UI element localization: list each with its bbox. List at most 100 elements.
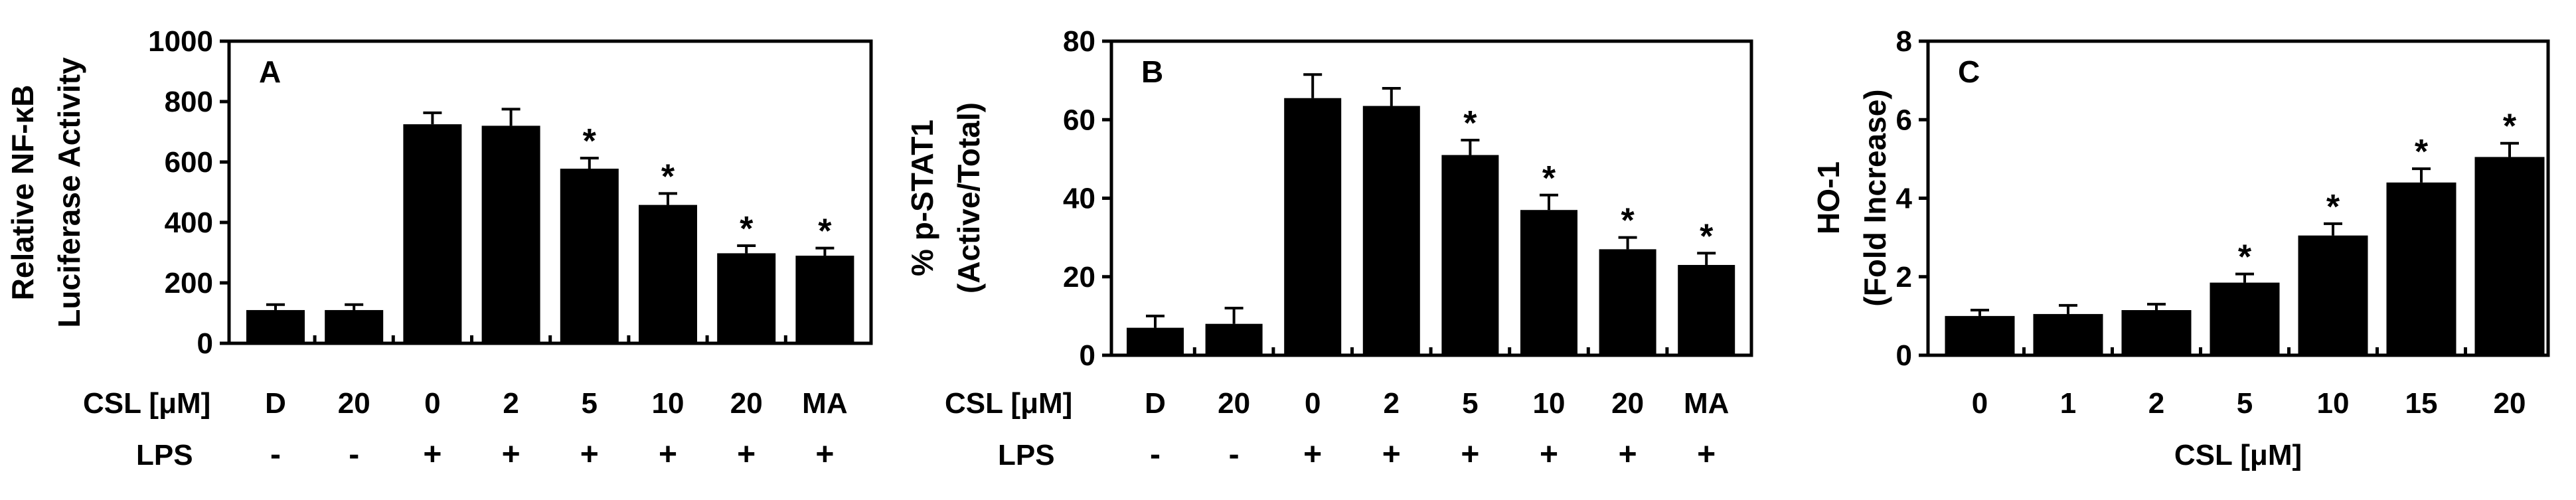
bar — [1127, 327, 1184, 355]
lps-sign: + — [815, 437, 834, 472]
lps-sign: + — [502, 437, 521, 472]
x-category-label: 10 — [1533, 387, 1566, 420]
lps-sign: + — [737, 437, 756, 472]
y-tick-label: 800 — [165, 86, 213, 118]
bar — [795, 256, 854, 343]
y-axis-title-line: Relative NF-κB — [5, 85, 40, 301]
x-category-label: MA — [802, 387, 847, 420]
lps-sign: + — [580, 437, 599, 472]
x-category-label: 20 — [338, 387, 370, 420]
x-category-label: 10 — [652, 387, 684, 420]
bar — [246, 309, 305, 343]
y-tick-label: 20 — [1063, 261, 1095, 293]
y-tick-label: 200 — [165, 267, 213, 299]
x-axis-title: CSL [μM] — [2174, 439, 2302, 471]
y-axis-title: % p-STAT1 (Active/Total) — [905, 102, 986, 293]
bar — [403, 124, 462, 343]
y-tick-label: 40 — [1063, 183, 1095, 215]
significance-marker: * — [583, 122, 597, 161]
bar — [1945, 315, 2015, 355]
chart-panel-a: 0 200 400 600 800 1000 D - 20 - 0 +2 + * 5 + * 10 + * 20 + * MA… — [5, 25, 873, 472]
bar — [2033, 313, 2103, 355]
x-category-label: 20 — [2494, 387, 2526, 420]
bar — [1599, 249, 1656, 355]
bar — [1362, 106, 1420, 355]
lps-sign: + — [1619, 437, 1637, 472]
y-tick-label: 6 — [1896, 104, 1912, 136]
y-tick-label: 2 — [1896, 261, 1912, 293]
x-category-label: 20 — [1218, 387, 1250, 420]
x-category-label: 0 — [1972, 387, 1988, 420]
x-category-label: 20 — [730, 387, 763, 420]
row-label-lps: LPS — [136, 439, 193, 471]
row-label-lps: LPS — [998, 439, 1055, 471]
significance-marker: * — [1542, 159, 1556, 198]
y-tick-label: 60 — [1063, 104, 1095, 136]
panel-label: C — [1958, 54, 1980, 89]
bar — [717, 253, 776, 343]
bar — [1441, 155, 1499, 355]
x-category-label: 1 — [2060, 387, 2076, 420]
bar — [2121, 310, 2192, 355]
bar — [1678, 265, 1735, 355]
x-category-label: 5 — [582, 387, 598, 420]
lps-sign: + — [1540, 437, 1558, 472]
bar — [2474, 157, 2545, 355]
x-category-label: 5 — [1462, 387, 1478, 420]
lps-sign: + — [1303, 437, 1322, 472]
x-category-label: MA — [1684, 387, 1729, 420]
bar — [2386, 182, 2456, 355]
bar — [325, 309, 384, 343]
lps-sign: + — [1461, 437, 1479, 472]
significance-marker: * — [2415, 133, 2429, 171]
x-category-label: 20 — [1611, 387, 1644, 420]
y-tick-label: 0 — [1896, 339, 1912, 372]
y-axis-title-line: Luciferase Activity — [52, 57, 86, 328]
panel-label: A — [259, 54, 281, 89]
lps-sign: + — [423, 437, 442, 472]
significance-marker: * — [2326, 188, 2340, 226]
significance-marker: * — [1621, 202, 1635, 240]
significance-marker: * — [740, 210, 754, 248]
significance-marker: * — [661, 157, 675, 196]
chart-panel-c: 0 2 4 6 8 0 1 2 * 5 * 10 * 15 * 20 CSL [μM] C HO-1 (Fold In… — [1811, 25, 2550, 471]
y-axis-title: HO-1 (Fold Increase) — [1811, 89, 1892, 306]
y-axis-title: Relative NF-κB Luciferase Activity — [5, 57, 86, 328]
x-category-label: 0 — [424, 387, 440, 420]
x-category-label: 5 — [2237, 387, 2253, 420]
chart-panel-b: 0 20 40 60 80 D - 20 - 0 +2 + * 5 + * 10 + * 20 + * MA + CSL [μM… — [905, 25, 1753, 472]
significance-marker: * — [2503, 108, 2517, 146]
y-tick-label: 1000 — [148, 25, 213, 58]
lps-sign: - — [1150, 437, 1161, 472]
y-tick-label: 0 — [1080, 339, 1095, 372]
lps-sign: - — [270, 437, 281, 472]
x-category-label: 15 — [2405, 387, 2438, 420]
lps-sign: - — [349, 437, 359, 472]
significance-marker: * — [2238, 238, 2252, 277]
row-label-csl: CSL [μM] — [83, 387, 210, 420]
row-label-csl: CSL [μM] — [945, 387, 1072, 420]
lps-sign: - — [1229, 437, 1240, 472]
significance-marker: * — [1463, 104, 1477, 143]
bar — [1205, 323, 1263, 355]
x-category-label: 10 — [2317, 387, 2350, 420]
bar — [1520, 210, 1577, 355]
y-tick-label: 600 — [165, 146, 213, 179]
bar — [481, 125, 540, 343]
lps-sign: + — [1697, 437, 1716, 472]
x-category-label: D — [1145, 387, 1166, 420]
y-tick-label: 8 — [1896, 25, 1912, 58]
bar — [639, 205, 697, 343]
x-category-label: 2 — [1384, 387, 1400, 420]
bar — [560, 169, 619, 343]
y-tick-label: 0 — [197, 327, 213, 360]
x-category-label: 0 — [1305, 387, 1321, 420]
bar — [1284, 98, 1342, 355]
y-axis-title-line: (Active/Total) — [951, 102, 986, 293]
lps-sign: + — [1382, 437, 1401, 472]
y-axis-title-line: % p-STAT1 — [905, 120, 939, 276]
significance-marker: * — [1700, 217, 1714, 256]
x-category-label: 2 — [2148, 387, 2164, 420]
y-axis-title-line: (Fold Increase) — [1858, 89, 1892, 306]
